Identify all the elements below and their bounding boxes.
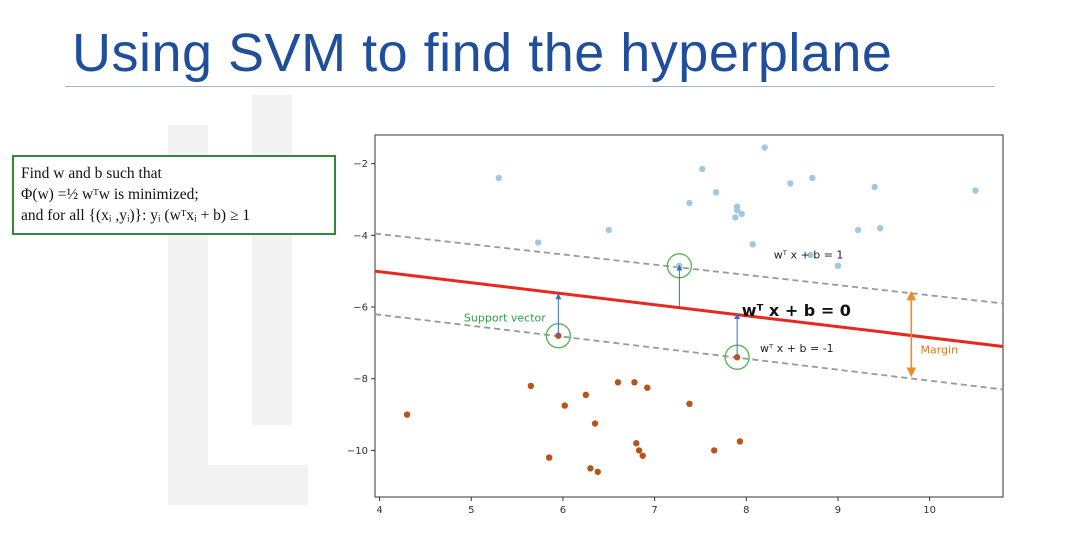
positive-point [733,203,741,210]
support-vector-point [555,332,562,339]
title-underline [65,86,995,87]
positive-point [686,199,693,207]
negative-point [594,468,601,476]
negative-point [686,400,693,408]
formula-line-3-text: and for all {(xᵢ ,yᵢ)}: yᵢ (wᵀxᵢ + b) ≥ … [21,207,251,224]
negative-point [614,379,622,386]
x-tick-label: 7 [651,505,657,516]
y-tick-label: −2 [353,159,368,170]
negative-point [561,402,568,409]
negative-point [736,438,744,445]
plot-lines [374,232,1004,391]
plot-frame [374,134,1004,498]
negative-point [644,384,651,391]
formula-line-1: Find w and b such that [21,163,334,184]
plot-annotations: wᵀ x + b = 1 wᵀ x + b = 0 wᵀ x + b = -1 Sup… [464,249,958,378]
negative-point [591,420,599,427]
x-tick-label: 9 [835,505,841,516]
positive-point [834,262,842,270]
positive-point [738,210,745,218]
formula-line-2: Φ(w) =½ wᵀw is minimized; [21,184,334,205]
margin-boundary-line [374,232,1004,305]
y-tick-label: −6 [353,303,368,314]
x-tick-label: 5 [468,505,474,516]
positive-point [761,144,768,151]
support-vector-point [733,354,741,361]
positive-point [876,224,884,232]
formula-line-1-text: Find w and b such that [21,165,162,182]
support-vector-label: Support vector [464,311,546,324]
x-tick-label: 10 [923,505,936,516]
slide-title: Using SVM to find the hyperplane [72,23,893,83]
plot-border [374,134,1004,498]
positive-point [712,189,720,196]
positive-point [699,165,706,173]
positive-point [732,214,739,221]
y-tick-label: −10 [347,446,368,457]
negative-point [587,465,594,472]
hyperplane-line [374,269,1004,348]
upper-boundary-label: wᵀ x + b = 1 [774,249,844,262]
plot-points [403,144,979,476]
svm-scatter-chart: wᵀ x + b = 1 wᵀ x + b = 0 wᵀ x + b = -1 Sup… [347,134,1004,516]
optimization-formula-box: Find w and b such that Φ(w) =½ wᵀw is mi… [12,155,336,235]
x-tick-label: 4 [376,505,382,516]
x-tick-label: 6 [560,505,566,516]
y-tick-label: −4 [353,231,368,242]
lower-boundary-label: wᵀ x + b = -1 [760,342,834,355]
positive-point [534,239,542,246]
negative-point [545,454,553,461]
negative-point [527,382,535,390]
negative-point [631,379,638,386]
positive-point [972,187,979,194]
positive-point [809,174,816,182]
negative-point [403,411,411,418]
positive-point [495,174,502,182]
negative-point [635,447,643,454]
margin-label: Margin [920,344,958,357]
positive-point [787,180,794,187]
negative-point [582,391,590,399]
formula-line-2-text: Φ(w) =½ wᵀw is minimized; [21,186,199,203]
hyperplane-label: wᵀ x + b = 0 [742,301,851,320]
plot-ticks: 4 5 6 7 8 9 10 −2 −4 −6 −8 −10 [347,159,936,516]
positive-point [749,241,756,248]
y-tick-label: −8 [353,374,368,385]
negative-point [639,452,646,459]
negative-point [633,440,640,447]
positive-point [854,226,862,234]
positive-point [871,183,878,191]
negative-point [711,447,718,454]
margin-boundary-line [374,313,1004,391]
positive-point [605,226,612,234]
x-tick-label: 8 [743,505,749,516]
positive-point [807,251,814,259]
formula-line-3: and for all {(xᵢ ,yᵢ)}: yᵢ (wᵀxᵢ + b) ≥ … [21,205,334,226]
